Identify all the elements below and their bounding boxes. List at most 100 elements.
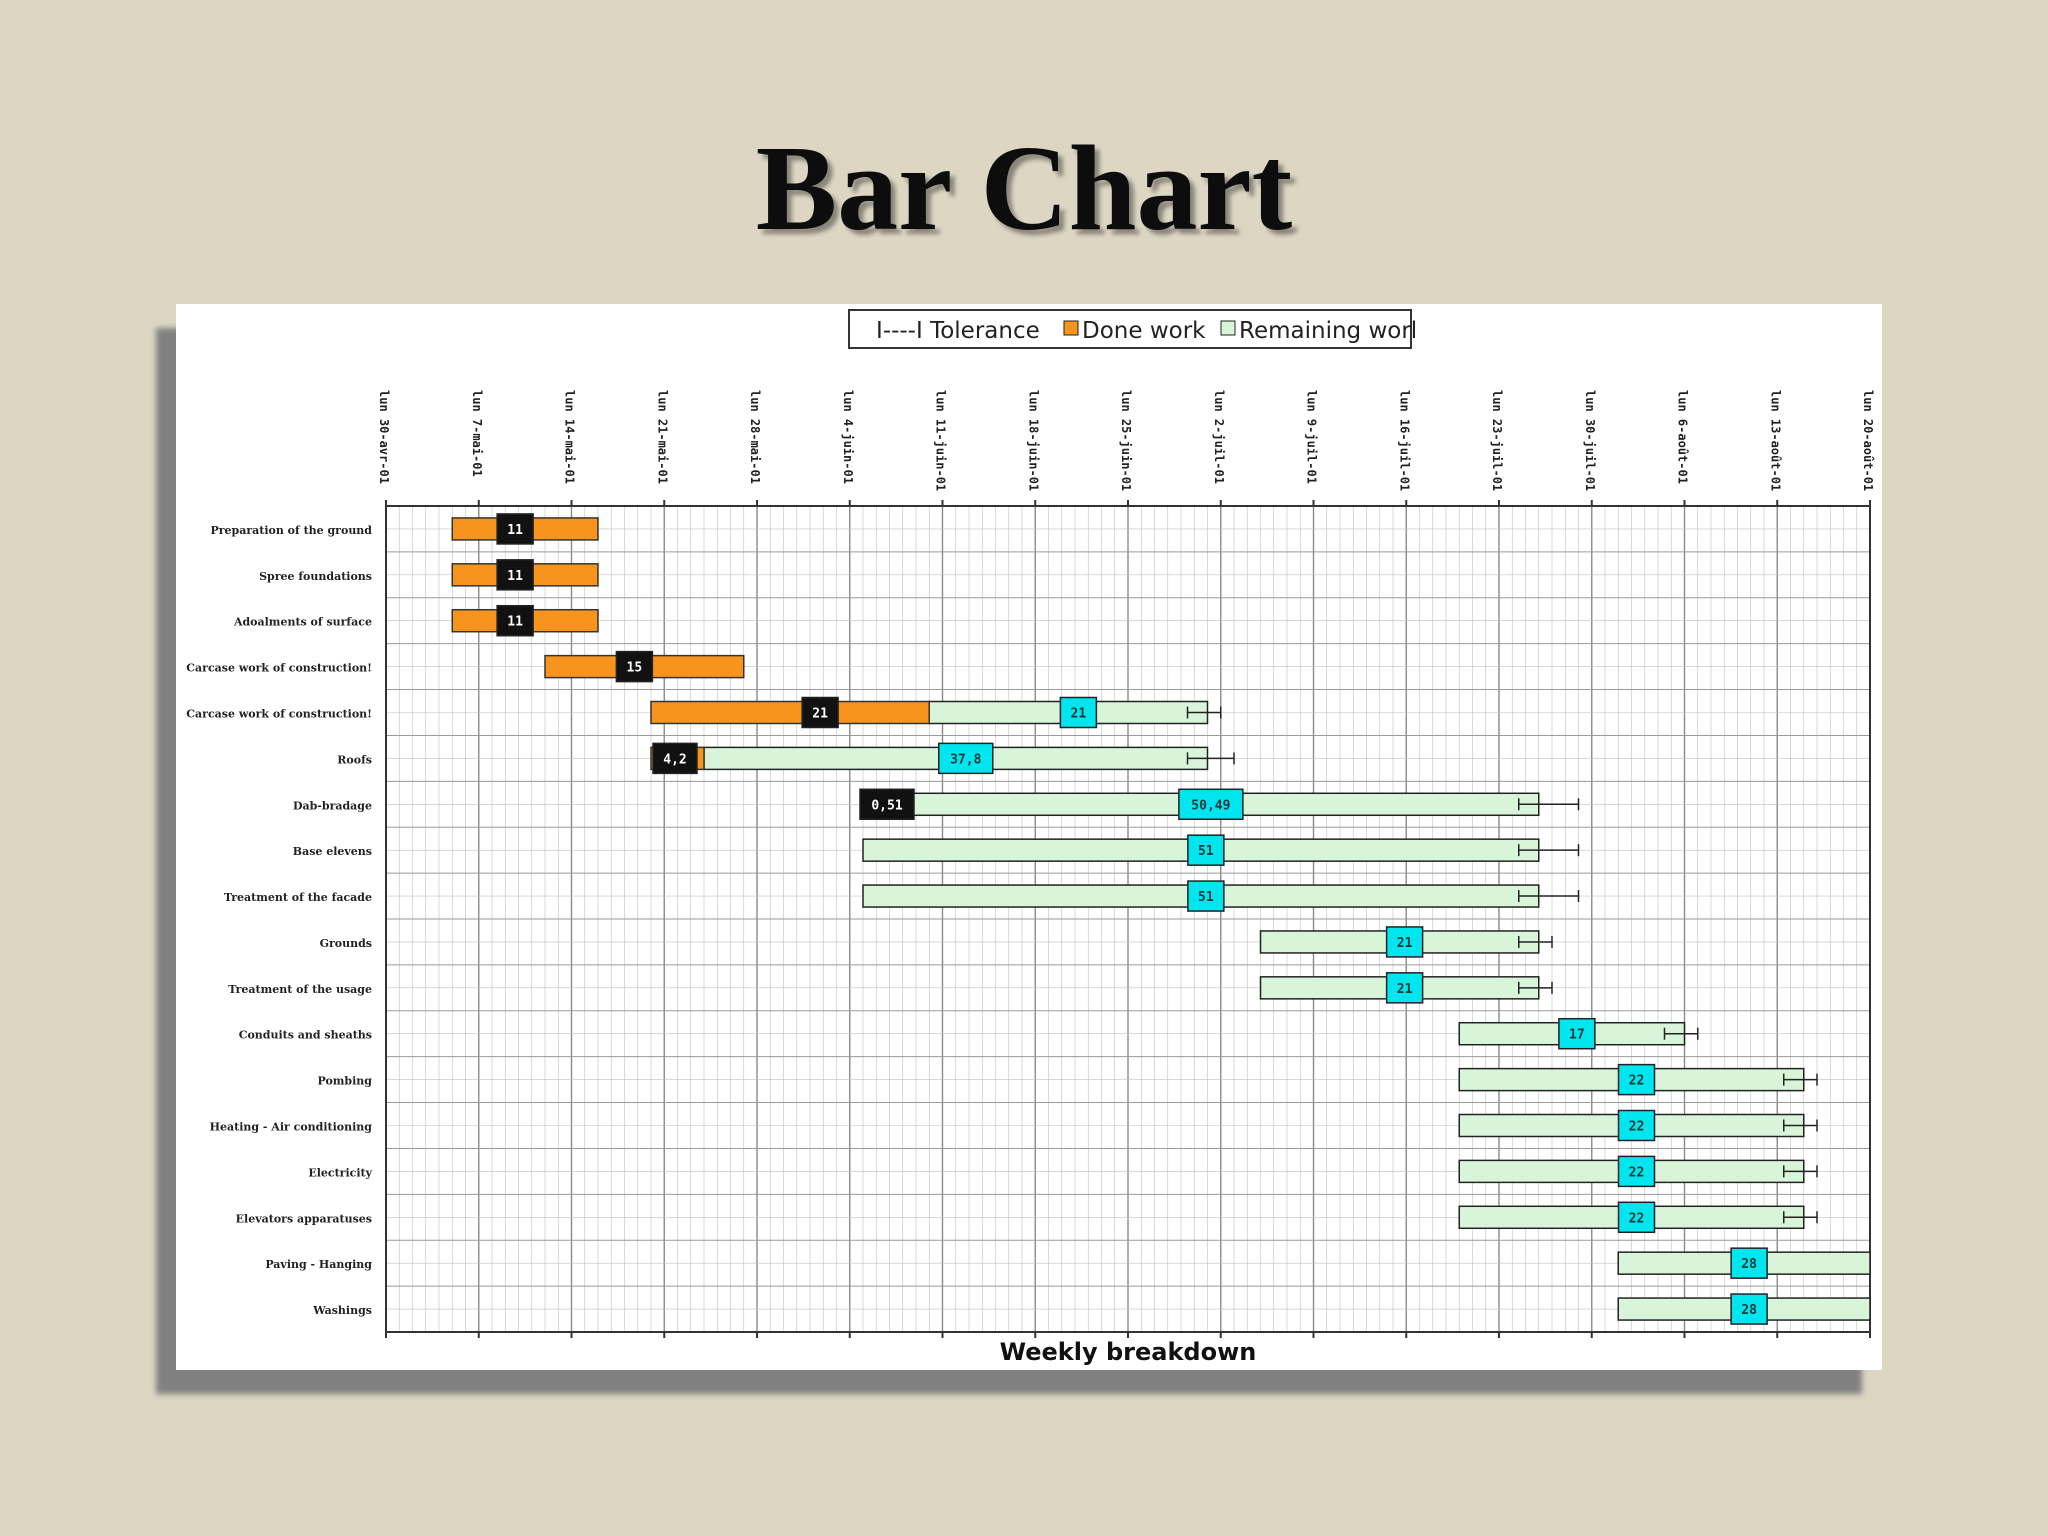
x-tick-label: lun 14-mai-01 — [563, 390, 577, 484]
task-label: Spree foundations — [259, 570, 372, 583]
done-value-label: 4,2 — [663, 752, 686, 767]
remaining-value-label: 28 — [1741, 1257, 1757, 1272]
done-bar — [650, 700, 930, 725]
x-tick-label: lun 13-août-01 — [1768, 390, 1782, 491]
task-row: Preparation of the ground 11 — [210, 513, 599, 545]
task-row: Dab-bradage 0,51 50,49 — [293, 788, 1580, 821]
done-value-label-box — [496, 604, 534, 637]
task-label: Base elevens — [293, 845, 372, 858]
task-row: Paving - Hanging 28 — [265, 1247, 1871, 1279]
task-label: Carcase work of construction! — [186, 662, 372, 675]
remaining-value-label: 22 — [1629, 1120, 1645, 1135]
remaining-value-label-box — [1187, 834, 1225, 866]
task-row: Conduits and sheaths 17 — [239, 1017, 1699, 1050]
legend-tolerance-label: I----I Tolerance — [876, 318, 1040, 344]
remaining-value-label-box — [1187, 880, 1225, 912]
task-label: Preparation of the ground — [210, 524, 372, 537]
legend-remaining-label: Remaining worl — [1239, 318, 1417, 344]
legend-box — [848, 309, 1412, 349]
remaining-value-label-box — [1385, 926, 1424, 958]
task-row: Spree foundations 11 — [259, 559, 599, 591]
task-row: Base elevens 51 — [293, 834, 1580, 866]
remaining-value-label: 22 — [1629, 1211, 1645, 1226]
remaining-value-label: 22 — [1629, 1165, 1645, 1180]
x-axis-title: Weekly breakdown — [1000, 1338, 1257, 1366]
done-value-label: 21 — [812, 707, 828, 722]
task-row: Adoalments of surface 11 — [233, 604, 599, 637]
x-tick-label: lun 9-juil-01 — [1305, 390, 1319, 484]
task-row: Electricity 22 — [308, 1155, 1818, 1188]
remaining-value-label: 21 — [1397, 936, 1413, 951]
remaining-value-label: 51 — [1198, 890, 1214, 905]
remaining-value-label-box — [1730, 1247, 1768, 1279]
task-row: Heating - Air conditioning 22 — [210, 1109, 1818, 1142]
remaining-value-label: 28 — [1741, 1303, 1757, 1318]
done-value-label-box — [801, 696, 839, 729]
task-row: Roofs 4,2 37,8 — [337, 742, 1235, 775]
done-value-label-box — [496, 559, 534, 591]
task-row: Treatment of the usage 21 — [228, 972, 1553, 1004]
x-tick-label: lun 28-mai-01 — [748, 390, 762, 484]
done-value-label-box — [496, 513, 534, 545]
x-tick-label: lun 6-août-01 — [1676, 390, 1690, 484]
task-label: Heating - Air conditioning — [210, 1121, 373, 1134]
legend-done-label: Done work — [1082, 318, 1206, 344]
remaining-value-label: 37,8 — [950, 752, 981, 767]
task-label: Conduits and sheaths — [239, 1029, 372, 1042]
gantt-chart: lun 30-avr-01 lun 7-mai-01 lun 14-mai-01 lu… — [186, 309, 1875, 1366]
task-row: Carcase work of construction! 15 — [186, 650, 745, 683]
x-tick-label: lun 23-juil-01 — [1490, 390, 1504, 491]
x-tick-label: lun 18-juin-01 — [1026, 390, 1040, 491]
task-label: Pombing — [317, 1075, 372, 1088]
task-label: Paving - Hanging — [265, 1258, 372, 1271]
done-value-label: 0,51 — [871, 798, 902, 813]
x-tick-label: lun 11-juin-01 — [934, 390, 948, 491]
remaining-value-label: 51 — [1198, 844, 1214, 859]
task-label: Roofs — [337, 753, 372, 766]
x-tick-label: lun 2-juil-01 — [1212, 390, 1226, 484]
remaining-value-label-box — [1617, 1201, 1656, 1234]
remaining-value-label: 50,49 — [1191, 798, 1230, 813]
x-tick-label: lun 4-juin-01 — [841, 390, 855, 484]
x-tick-label: lun 30-avr-01 — [377, 390, 391, 484]
task-row: Carcase work of construction! 21 21 — [186, 696, 1222, 729]
task-label: Dab-bradage — [293, 799, 372, 812]
done-value-label: 15 — [627, 661, 643, 676]
task-label: Grounds — [320, 937, 372, 950]
x-tick-label: lun 25-juin-01 — [1119, 390, 1133, 491]
task-label: Carcase work of construction! — [186, 708, 372, 721]
remaining-value-label-box — [1059, 696, 1098, 729]
remaining-value-label-box — [1617, 1155, 1656, 1188]
done-value-label: 11 — [507, 615, 523, 630]
done-value-label-box — [652, 742, 698, 775]
x-tick-label: lun 7-mai-01 — [470, 390, 484, 477]
remaining-value-label: 22 — [1629, 1074, 1645, 1089]
task-row: Pombing 22 — [317, 1063, 1818, 1096]
chart-frame: lun 30-avr-01 lun 7-mai-01 lun 14-mai-01 lu… — [176, 304, 1882, 1370]
x-tick-label: lun 20-août-01 — [1861, 390, 1875, 491]
remaining-value-label-box — [1730, 1293, 1768, 1325]
remaining-value-label: 17 — [1569, 1028, 1585, 1043]
legend-done-swatch — [1063, 320, 1079, 336]
x-tick-label: lun 30-juil-01 — [1583, 390, 1597, 491]
task-label: Treatment of the facade — [224, 891, 372, 904]
done-value-label-box — [859, 788, 915, 821]
remaining-value-label-box — [1617, 1109, 1656, 1142]
task-label: Adoalments of surface — [233, 616, 372, 629]
done-value-label: 11 — [507, 523, 523, 538]
task-row: Grounds 21 — [320, 926, 1553, 958]
task-label: Elevators apparatuses — [236, 1212, 372, 1225]
remaining-value-label-box — [938, 742, 994, 775]
task-row: Treatment of the facade 51 — [224, 880, 1580, 912]
remaining-value-label-box — [1558, 1017, 1596, 1050]
task-label: Treatment of the usage — [228, 983, 372, 996]
task-row: Washings 28 — [312, 1293, 1871, 1325]
legend-remaining-swatch — [1220, 320, 1236, 336]
remaining-value-label-box — [1617, 1063, 1656, 1096]
task-label: Washings — [312, 1304, 372, 1317]
remaining-value-label-box — [1178, 788, 1244, 821]
task-label: Electricity — [308, 1166, 372, 1179]
legend: I----I Tolerance Done work Remaining worl — [848, 309, 1417, 349]
done-value-label-box — [615, 650, 654, 683]
remaining-value-label-box — [1385, 972, 1424, 1004]
